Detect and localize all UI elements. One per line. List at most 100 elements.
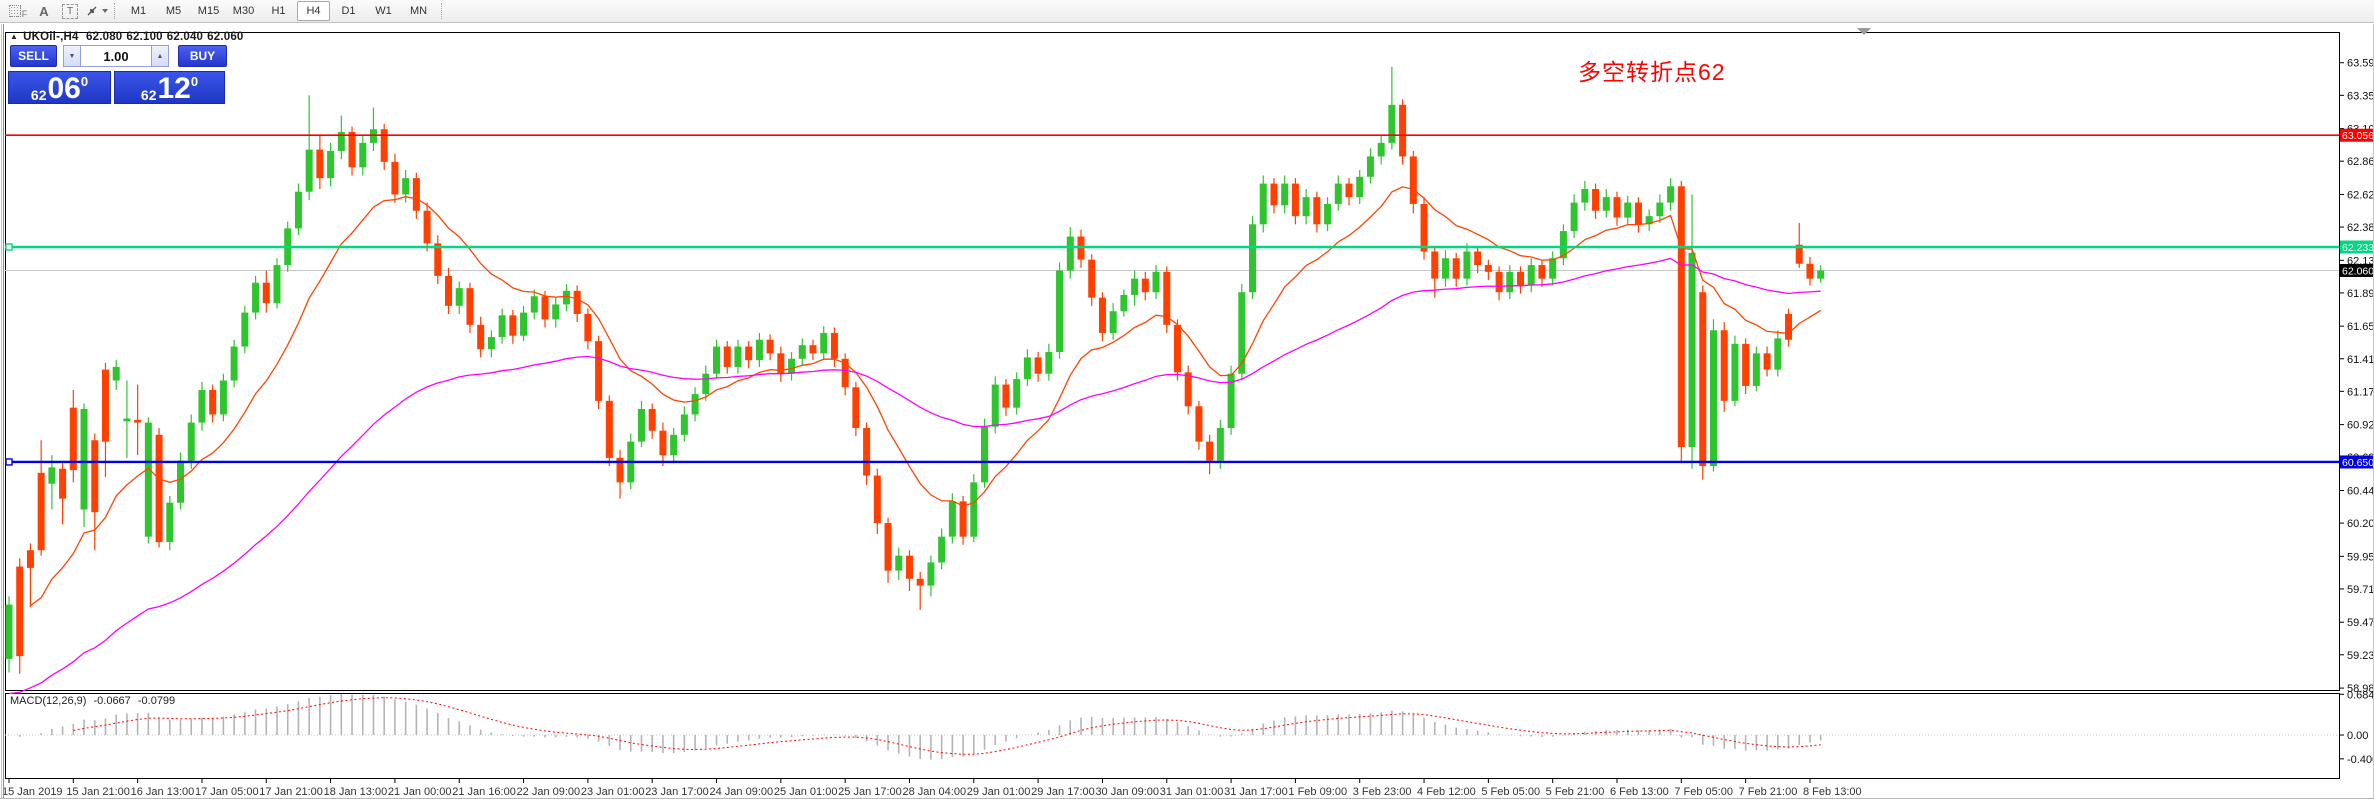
macd-value-main: -0.0667 bbox=[93, 695, 131, 707]
volume-decrease-button[interactable]: ▼ bbox=[63, 45, 81, 67]
sell-button-label: SELL bbox=[18, 49, 49, 63]
timeframe-button-M15[interactable]: M15 bbox=[197, 5, 220, 17]
sell-price-main: 06 bbox=[47, 71, 81, 105]
sell-price-prefix: 62 bbox=[30, 87, 47, 103]
macd-signal-line bbox=[73, 697, 1821, 755]
chart-plot-area[interactable]: 63.59063.35063.10562.86562.62062.38062.1… bbox=[0, 23, 2374, 799]
macd-tick-label: 0.6844 bbox=[2347, 689, 2374, 701]
dotted-grid-icon bbox=[8, 5, 21, 17]
time-tick-label: 17 Jan 21:00 bbox=[259, 786, 323, 798]
ma-fast-line bbox=[30, 186, 1822, 607]
ohlc-high: 62.100 bbox=[126, 31, 163, 43]
macd-indicator-label: MACD(12,26,9) -0.0667 -0.0799 bbox=[10, 695, 179, 707]
text-box-tool-button[interactable]: T bbox=[58, 1, 82, 21]
time-tick-label: 24 Jan 09:00 bbox=[710, 786, 774, 798]
ohlc-open: 62.080 bbox=[86, 31, 123, 43]
price-tick-label: 61.650 bbox=[2347, 321, 2374, 333]
time-tick-label: 5 Feb 05:00 bbox=[1481, 786, 1540, 798]
timeframe-button-M1[interactable]: M1 bbox=[130, 5, 147, 17]
timeframe-button-H4[interactable]: H4 bbox=[297, 1, 330, 21]
price-tick-label: 61.410 bbox=[2347, 354, 2374, 366]
ma-slow-line bbox=[8, 257, 1821, 695]
price-badge-62.233: 62.233 bbox=[2340, 240, 2374, 254]
chart-annotation-text: 多空转折点62 bbox=[1578, 59, 1726, 85]
level-line-handle[interactable] bbox=[5, 243, 13, 251]
timeframe-button-MN[interactable]: MN bbox=[409, 5, 428, 17]
time-tick-label: 5 Feb 21:00 bbox=[1546, 786, 1605, 798]
time-tick-label: 4 Feb 12:00 bbox=[1417, 786, 1476, 798]
sell-button[interactable]: SELL bbox=[10, 45, 57, 67]
candles-layer bbox=[5, 66, 1825, 674]
sell-price-sup: 0 bbox=[80, 74, 89, 89]
text-box-icon: T bbox=[62, 3, 78, 19]
time-tick-label: 31 Jan 01:00 bbox=[1160, 786, 1224, 798]
chart-shift-marker-icon bbox=[1857, 28, 1871, 35]
text-label-tool-button[interactable]: A bbox=[32, 1, 56, 21]
time-tick-label: 17 Jan 05:00 bbox=[195, 786, 259, 798]
time-tick-label: 18 Jan 13:00 bbox=[324, 786, 388, 798]
svg-text:63.056: 63.056 bbox=[2342, 130, 2374, 142]
price-tick-label: 61.895 bbox=[2347, 288, 2374, 300]
timeframe-button-M30[interactable]: M30 bbox=[232, 5, 255, 17]
spinner-down-icon: ▼ bbox=[68, 52, 76, 60]
price-badge-60.650: 60.650 bbox=[2340, 455, 2374, 469]
macd-axis: 0.6844 0.00 -0.4006 bbox=[2339, 689, 2374, 766]
time-tick-label: 8 Feb 13:00 bbox=[1803, 786, 1862, 798]
buy-button-label: BUY bbox=[189, 49, 216, 63]
time-tick-label: 21 Jan 16:00 bbox=[452, 786, 516, 798]
macd-tick-label: -0.4006 bbox=[2347, 754, 2374, 766]
time-tick-label: 29 Jan 01:00 bbox=[967, 786, 1031, 798]
main-pane-frame bbox=[5, 32, 2340, 691]
buy-button[interactable]: BUY bbox=[178, 45, 227, 67]
level-line-handle[interactable] bbox=[5, 458, 13, 466]
one-click-collapse-icon[interactable]: ▲ bbox=[10, 32, 19, 41]
toolbar-separator bbox=[441, 3, 443, 19]
time-axis: 15 Jan 2019 15 Jan 21:00 16 Jan 13:00 17 Ja… bbox=[2, 778, 1862, 798]
time-tick-label: 30 Jan 09:00 bbox=[1095, 786, 1159, 798]
timeframe-button-D1[interactable]: D1 bbox=[341, 5, 356, 17]
volume-stepper: ▼ ▲ bbox=[63, 45, 169, 67]
dropdown-caret-icon bbox=[101, 9, 108, 13]
time-tick-label: 23 Jan 01:00 bbox=[581, 786, 645, 798]
template-grid-icon[interactable]: F bbox=[6, 1, 30, 21]
time-tick-label: 25 Jan 01:00 bbox=[774, 786, 838, 798]
timeframe-button-H1[interactable]: H1 bbox=[271, 5, 286, 17]
toolbar-separator bbox=[114, 3, 116, 19]
time-tick-label: 29 Jan 17:00 bbox=[1031, 786, 1095, 798]
price-tick-label: 63.350 bbox=[2347, 90, 2374, 102]
buy-price-main: 12 bbox=[157, 71, 191, 105]
price-tick-label: 63.590 bbox=[2347, 58, 2374, 70]
buy-price-sup: 0 bbox=[190, 74, 199, 89]
timeframe-button-W1[interactable]: W1 bbox=[375, 5, 392, 17]
letter-a-icon: A bbox=[39, 3, 49, 19]
time-tick-label: 21 Jan 00:00 bbox=[388, 786, 452, 798]
cursor-arrows-tool-button[interactable] bbox=[84, 1, 108, 21]
macd-value-signal: -0.0799 bbox=[137, 695, 176, 707]
diagonal-arrows-icon bbox=[87, 6, 96, 16]
price-tick-label: 61.170 bbox=[2347, 386, 2374, 398]
price-tick-label: 60.440 bbox=[2347, 485, 2374, 497]
svg-text:62.060: 62.060 bbox=[2342, 265, 2374, 277]
time-tick-label: 25 Jan 17:00 bbox=[838, 786, 902, 798]
price-tick-label: 58.985 bbox=[2347, 683, 2374, 695]
ohlc-low: 62.040 bbox=[166, 31, 204, 43]
time-tick-label: 31 Jan 17:00 bbox=[1224, 786, 1288, 798]
time-tick-label: 22 Jan 09:00 bbox=[517, 786, 581, 798]
timeframe-group: M1 M5 M15 M30 H1 H4 D1 W1 MN bbox=[121, 1, 436, 21]
time-tick-label: 6 Feb 13:00 bbox=[1610, 786, 1669, 798]
sell-price-tile[interactable]: 62 06 0 bbox=[8, 71, 111, 104]
volume-input[interactable] bbox=[81, 45, 151, 67]
time-tick-label: 7 Feb 05:00 bbox=[1674, 786, 1733, 798]
time-tick-label: 23 Jan 17:00 bbox=[645, 786, 709, 798]
time-tick-label: 16 Jan 13:00 bbox=[131, 786, 195, 798]
volume-increase-button[interactable]: ▲ bbox=[151, 45, 169, 67]
chart-title: ▲ UKOil-,H4 62.080 62.100 62.040 62.060 bbox=[10, 31, 248, 43]
time-tick-label: 3 Feb 23:00 bbox=[1353, 786, 1412, 798]
timeframe-button-M5[interactable]: M5 bbox=[165, 5, 182, 17]
price-tick-label: 59.230 bbox=[2347, 650, 2374, 662]
macd-tick-label: 0.00 bbox=[2347, 730, 2368, 742]
buy-price-tile[interactable]: 62 12 0 bbox=[114, 71, 225, 104]
price-tick-label: 62.865 bbox=[2347, 156, 2374, 168]
time-tick-label: 15 Jan 2019 bbox=[2, 786, 63, 798]
price-tick-label: 60.925 bbox=[2347, 420, 2374, 432]
